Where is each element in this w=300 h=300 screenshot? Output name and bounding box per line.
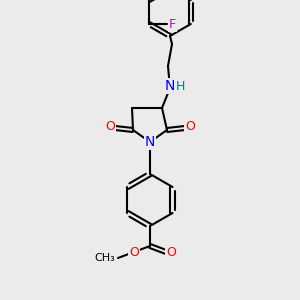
Text: O: O <box>166 245 176 259</box>
Text: CH₃: CH₃ <box>94 253 115 263</box>
Text: H: H <box>175 80 185 92</box>
Text: N: N <box>145 135 155 149</box>
Text: N: N <box>165 79 175 93</box>
Text: O: O <box>105 121 115 134</box>
Text: O: O <box>129 245 139 259</box>
Text: O: O <box>185 121 195 134</box>
Text: F: F <box>169 17 176 31</box>
